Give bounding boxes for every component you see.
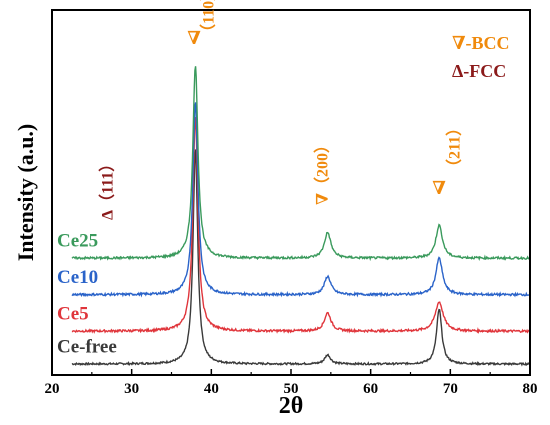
x-axis-title: 2θ: [279, 393, 304, 419]
legend-entry: Δ-FCC: [452, 61, 506, 81]
peak-annotation: ∇: [187, 28, 201, 48]
x-tick-label: 70: [443, 381, 458, 397]
series-label: Ce-free: [57, 336, 117, 357]
peak-annotation: （110）: [200, 0, 218, 40]
x-tick-label: 20: [45, 381, 60, 397]
peak-annotation: ∇: [432, 178, 446, 198]
peak-annotation: ∇（200）: [314, 137, 332, 205]
series-line-ce10: [71, 102, 530, 298]
series-label: Ce10: [57, 267, 98, 288]
tick-layer: 20 30 40 50 60 70 80: [45, 369, 538, 397]
x-tick-label: 80: [523, 381, 538, 397]
series-label: Ce5: [57, 304, 89, 325]
series-layer: [71, 66, 531, 367]
series-label: Ce25: [57, 231, 98, 252]
legend-entry: ∇-BCC: [452, 33, 510, 53]
annotation-layer: ∇ （110）∇（200） ∇（211）Δ（111）: [99, 0, 464, 220]
series-line-ce-free: [71, 149, 531, 367]
peak-annotation: （211）: [446, 120, 464, 175]
x-tick-label: 40: [204, 381, 219, 397]
x-tick-label: 50: [284, 381, 299, 397]
x-tick-label: 30: [124, 381, 139, 397]
label-layer: Ce-free Ce5 Ce10 Ce25: [57, 231, 117, 358]
y-axis-title: Intensity (a.u.): [13, 124, 38, 262]
series-line-ce5: [71, 116, 530, 334]
legend-layer: ∇-BCC Δ-FCC: [452, 33, 510, 81]
series-line-ce25: [71, 66, 531, 262]
peak-annotation: Δ（111）: [99, 156, 117, 220]
x-tick-label: 60: [363, 381, 378, 397]
